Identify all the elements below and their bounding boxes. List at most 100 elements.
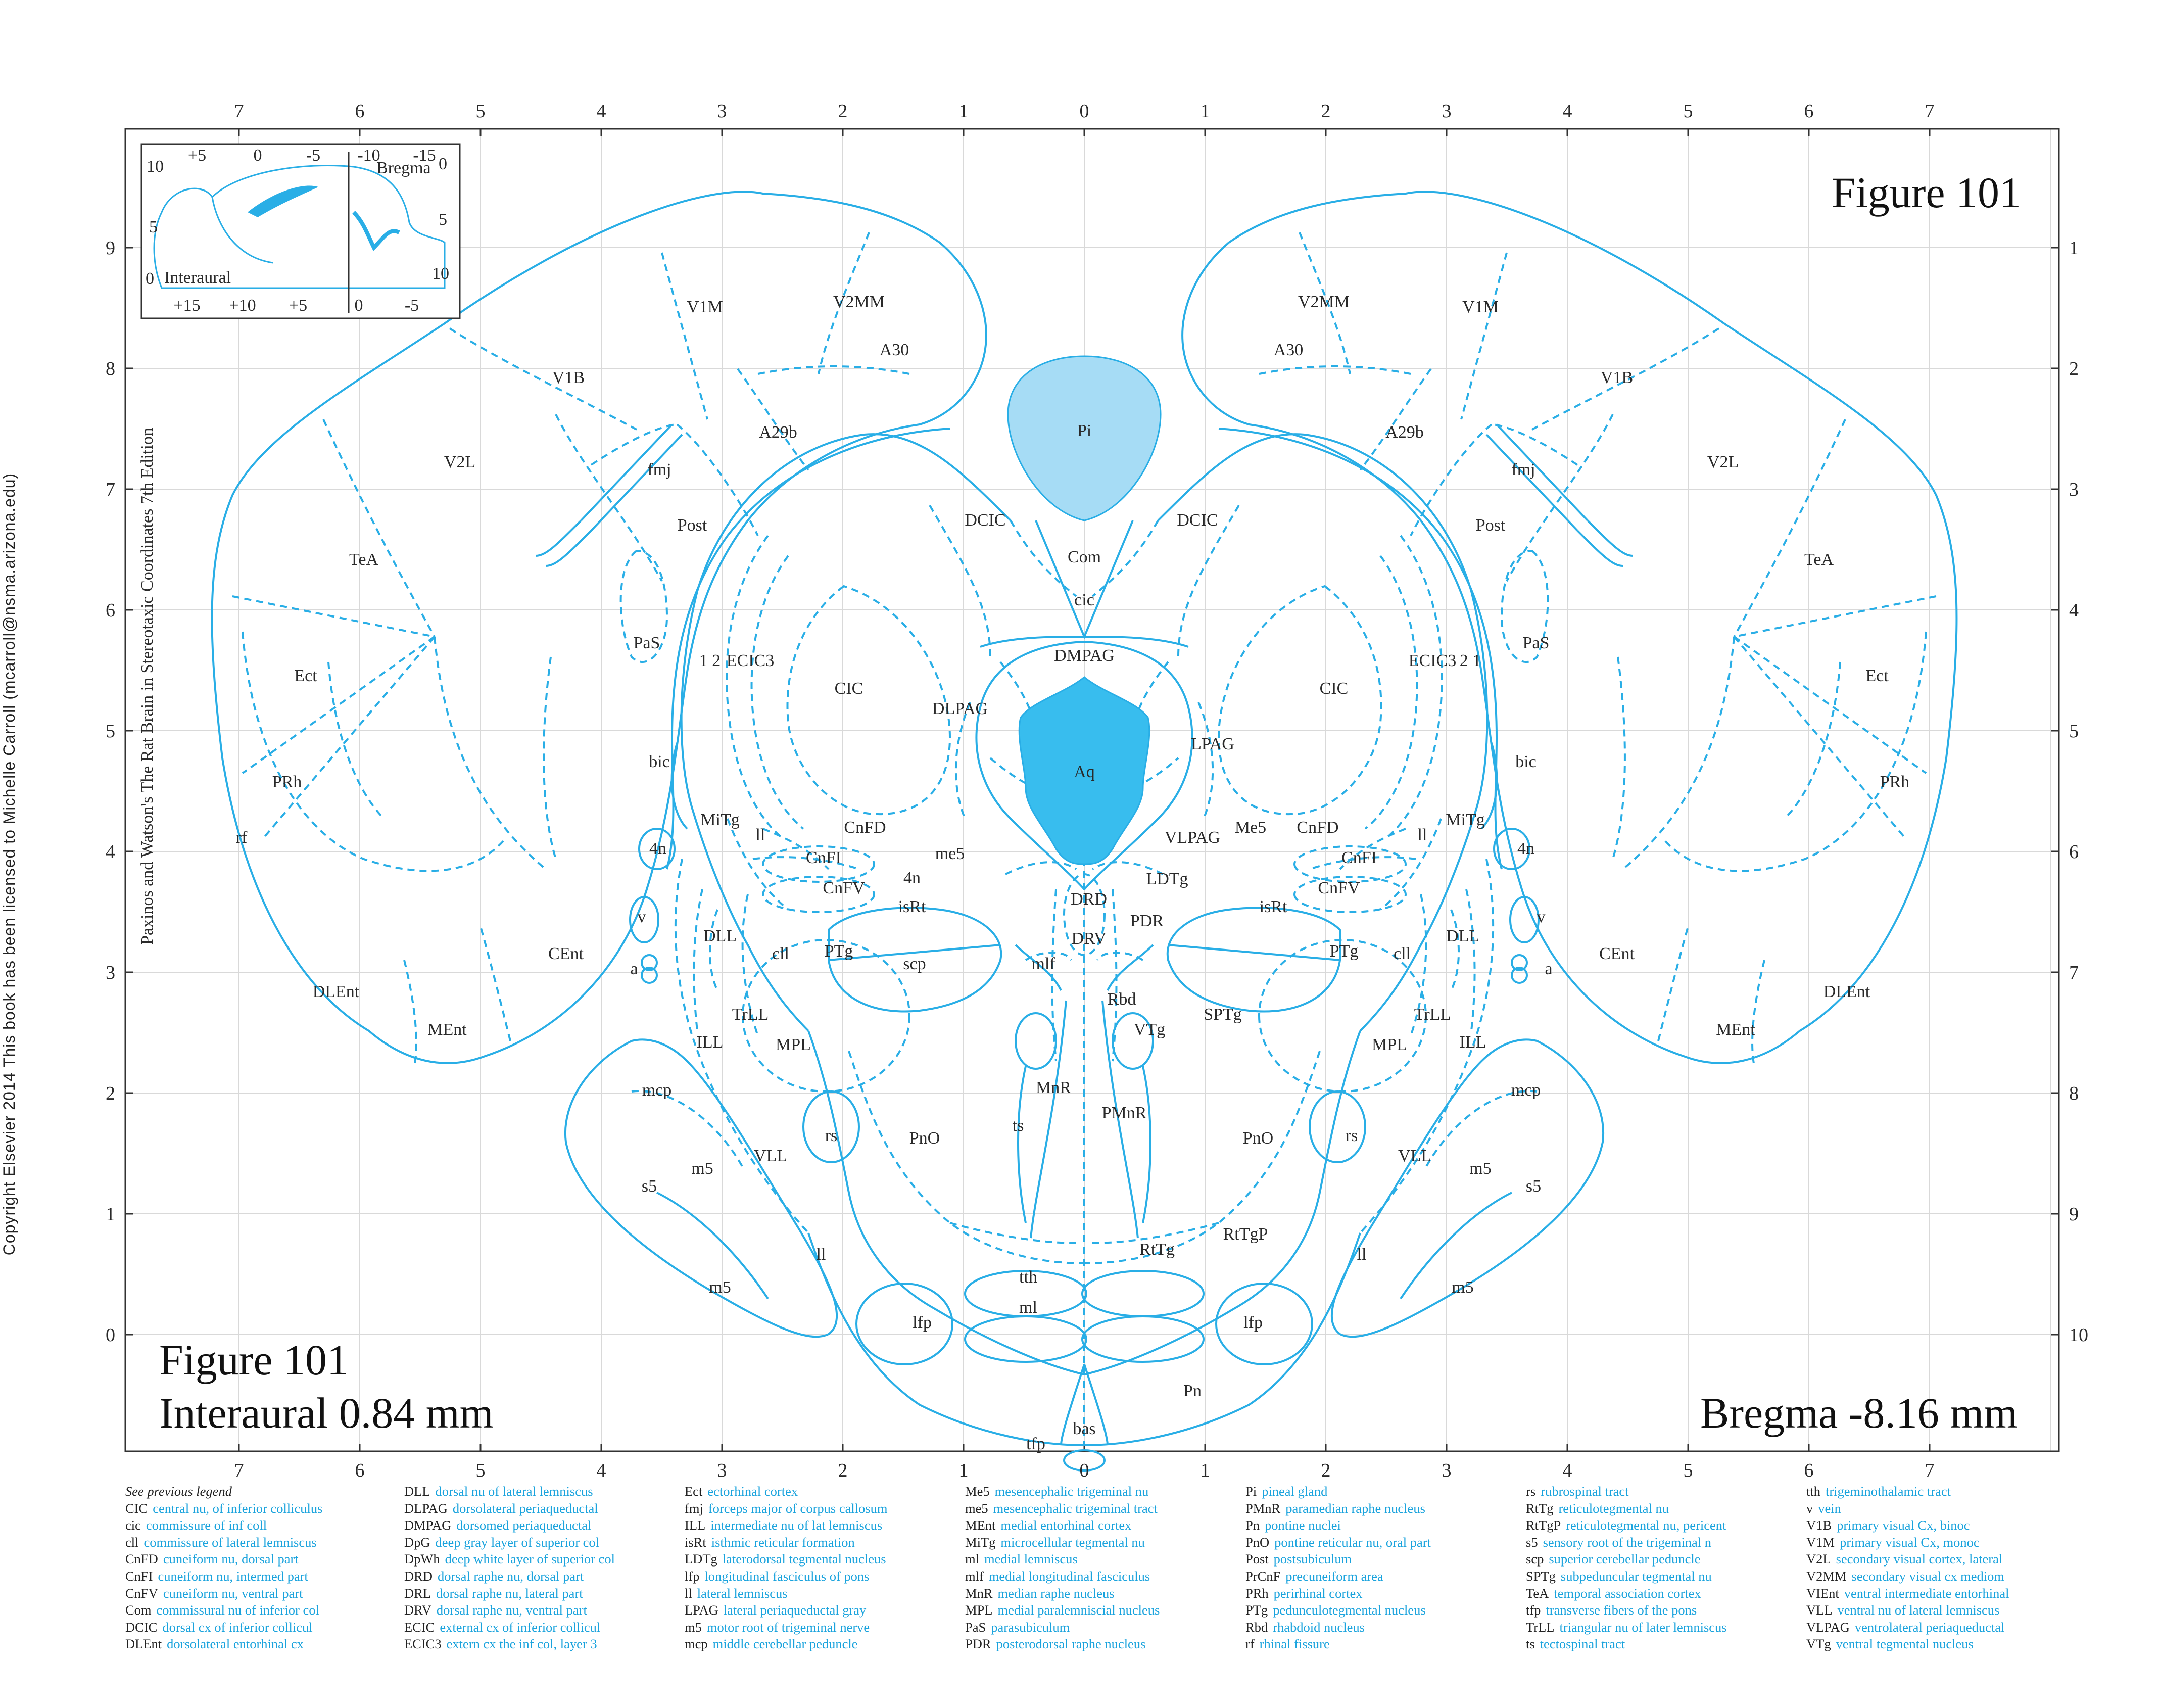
bottom-axis-tick: 4 — [1563, 1460, 1572, 1481]
left-axis-tick: 2 — [106, 1083, 115, 1104]
legend-definition: dorsal raphe nu, lateral part — [436, 1585, 583, 1601]
legend-abbreviation: PaS — [965, 1619, 986, 1635]
legend-entry: LDTg laterodorsal tegmental nucleus — [685, 1551, 968, 1568]
legend-entry: ll lateral lemniscus — [685, 1585, 968, 1602]
legend-heading: See previous legend — [125, 1484, 232, 1499]
region-label-mitg-l: MiTg — [700, 811, 739, 829]
legend-definition: medial lemniscus — [984, 1551, 1078, 1567]
bottom-axis-tick: 5 — [476, 1460, 486, 1481]
legend-entry: TeA temporal association cortex — [1526, 1585, 1809, 1602]
pons-outline — [807, 1030, 1085, 1375]
region-label-ldtg: LDTg — [1146, 870, 1188, 888]
cortex-inner — [666, 428, 950, 870]
legend-column: tth trigeminothalamic tract v vein V1B primar… — [1806, 1483, 2089, 1653]
legend-abbreviation: ECIC3 — [404, 1636, 442, 1652]
region-label-vll-l: VLL — [754, 1147, 787, 1165]
left-axis-tick: 6 — [106, 600, 115, 621]
region-label-mpl-l: MPL — [776, 1035, 811, 1054]
region-label-ml: ml — [1019, 1298, 1037, 1317]
inset-top-tick: -5 — [306, 146, 320, 165]
legend-abbreviation: PnO — [1245, 1534, 1270, 1550]
legend-abbreviation: Rbd — [1245, 1619, 1268, 1635]
region-label-me5-r: Me5 — [1235, 818, 1266, 837]
legend-abbreviation: CIC — [125, 1500, 148, 1516]
legend-abbreviation: PMnR — [1245, 1500, 1281, 1516]
region-label-ll2-l: ll — [817, 1245, 826, 1264]
legend-abbreviation: SPTg — [1526, 1568, 1556, 1584]
legend-abbreviation: ECIC — [404, 1619, 435, 1635]
legend-abbreviation: PRh — [1245, 1585, 1269, 1601]
region-label-m5b-l: m5 — [709, 1278, 731, 1297]
legend-abbreviation: scp — [1526, 1551, 1544, 1567]
legend-abbreviation: MnR — [965, 1585, 993, 1601]
legend-entry: DCIC dorsal cx of inferior collicul — [125, 1619, 408, 1636]
legend-entry: lfp longitudinal fasciculus of pons — [685, 1568, 968, 1585]
legend-abbreviation: MEnt — [965, 1517, 996, 1533]
region-label-a29b-r: A29b — [1385, 423, 1424, 442]
region-label-n4-r: 4n — [1517, 839, 1534, 858]
legend-definition: microcellular tegmental nu — [1000, 1534, 1145, 1550]
left-axis-tick: 9 — [106, 238, 115, 259]
legend-definition: dorsal nu of lateral lemniscus — [435, 1484, 593, 1499]
region-label-cic-r: CIC — [1320, 679, 1349, 698]
inset-left-tick: 0 — [146, 269, 154, 288]
legend-definition: commissure of lateral lemniscus — [143, 1534, 317, 1550]
copyright-notice: Copyright Elsevier 2014 This book has be… — [0, 472, 18, 1256]
legend-entry: Pi pineal gland — [1245, 1483, 1528, 1500]
left-axis-tick: 5 — [106, 721, 115, 742]
legend-definition: primary visual Cx, binoc — [1837, 1517, 1970, 1533]
legend-definition: dorsolateral periaqueductal — [452, 1500, 598, 1516]
legend-definition: medial paralemniscial nucleus — [997, 1602, 1160, 1618]
legend-abbreviation: me5 — [965, 1500, 988, 1516]
region-label-pno-r: PnO — [1243, 1129, 1273, 1148]
region-label-post-l: Post — [678, 516, 707, 535]
legend-entry: DLL dorsal nu of lateral lemniscus — [404, 1483, 687, 1500]
legend-definition: medial entorhinal cortex — [1000, 1517, 1132, 1533]
legend-definition: reticulotegmental nu, pericent — [1566, 1517, 1726, 1533]
legend-abbreviation: isRt — [685, 1534, 706, 1550]
legend-definition: dorsolateral entorhinal cx — [167, 1636, 304, 1652]
inset-top-tick: -15 — [413, 146, 436, 165]
region-label-rbd: Rbd — [1108, 990, 1136, 1009]
legend-entry: LPAG lateral periaqueductal gray — [685, 1602, 968, 1619]
legend-entry: V2MM secondary visual cx mediom — [1806, 1568, 2089, 1585]
brain-right-hemisphere — [1081, 191, 1958, 1447]
legend-abbreviation: V1B — [1806, 1517, 1832, 1533]
legend-abbreviation: TrLL — [1526, 1619, 1555, 1635]
top-axis-tick: 3 — [1442, 101, 1452, 122]
bottom-axis-tick: 2 — [1321, 1460, 1331, 1481]
legend-definition: precuneiform area — [1285, 1568, 1383, 1584]
legend-entry: v vein — [1806, 1500, 2089, 1517]
legend-entry: ECIC3 extern cx the inf col, layer 3 — [404, 1636, 687, 1653]
legend-abbreviation: DLPAG — [404, 1500, 448, 1516]
legend-definition: reticulotegmental nu — [1558, 1500, 1669, 1516]
region-label-v2mm-l: V2MM — [833, 293, 885, 311]
inset-top-tick: 0 — [254, 146, 262, 165]
region-label-v2mm-r: V2MM — [1298, 293, 1350, 311]
legend-definition: secondary visual cortex, lateral — [1836, 1551, 2003, 1567]
region-label-dcic-l: DCIC — [965, 511, 1005, 530]
legend-definition: vein — [1818, 1500, 1841, 1516]
legend-entry: m5 motor root of trigeminal nerve — [685, 1619, 968, 1636]
region-label-pdr: PDR — [1130, 912, 1164, 930]
legend-entry: scp superior cerebellar peduncle — [1526, 1551, 1809, 1568]
legend-entry: DRL dorsal raphe nu, lateral part — [404, 1585, 687, 1602]
legend-abbreviation: V2MM — [1806, 1568, 1847, 1584]
legend-definition: lateral periaqueductal gray — [723, 1602, 867, 1618]
region-label-mnr: MnR — [1036, 1078, 1071, 1097]
legend-entry: MnR median raphe nucleus — [965, 1585, 1248, 1602]
legend-entry: tth trigeminothalamic tract — [1806, 1483, 2089, 1500]
region-label-isrt-r: isRt — [1260, 897, 1287, 916]
bottom-axis-tick: 3 — [1442, 1460, 1452, 1481]
top-axis-tick: 3 — [717, 101, 727, 122]
legend-definition: dorsal raphe nu, dorsal part — [437, 1568, 584, 1584]
legend-entry: DLEnt dorsolateral entorhinal cx — [125, 1636, 408, 1653]
legend-definition: ventral tegmental nucleus — [1836, 1636, 1974, 1652]
region-label-tea-l: TeA — [349, 550, 378, 569]
legend-definition: middle cerebellar peduncle — [712, 1636, 858, 1652]
region-label-dmpag: DMPAG — [1054, 646, 1115, 665]
region-label-ect-r: Ect — [1865, 667, 1889, 685]
legend-entry: mcp middle cerebellar peduncle — [685, 1636, 968, 1653]
legend-definition: cuneiform nu, intermed part — [158, 1568, 308, 1584]
region-label-lfp-r: lfp — [1243, 1313, 1263, 1332]
